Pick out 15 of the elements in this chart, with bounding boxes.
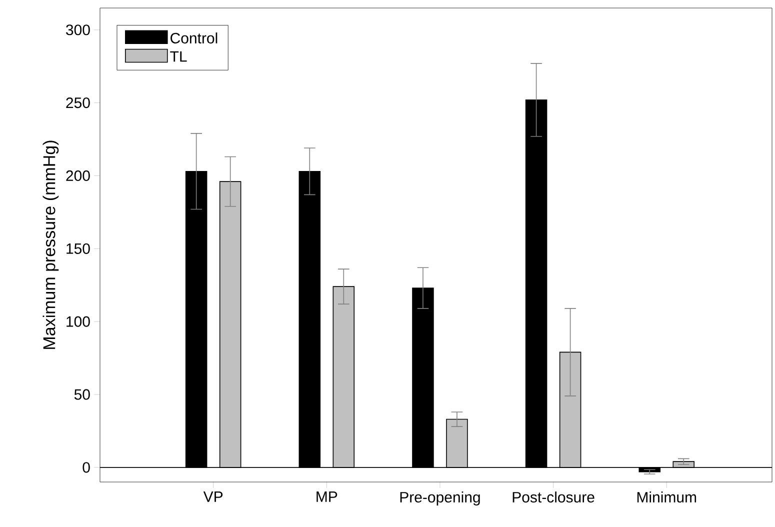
y-tick-label: 200: [66, 170, 90, 182]
x-tick-label: VP: [203, 492, 223, 502]
y-tick-label: 250: [66, 97, 90, 108]
y-axis-title: Maximum pressure (mmHg): [42, 140, 59, 349]
y-tick-label: 0: [82, 462, 90, 473]
legend-label: Control: [170, 32, 218, 44]
x-tick-label: Pre-opening: [400, 492, 480, 506]
y-tick-label: 50: [74, 389, 90, 400]
y-tick-label: 300: [66, 24, 90, 36]
x-tick-label: MP: [316, 492, 338, 502]
y-tick-label: 100: [66, 316, 90, 327]
legend-label: TL: [170, 51, 187, 62]
y-tick-label: 150: [66, 243, 90, 254]
x-tick-label: Post-closure: [512, 492, 594, 503]
x-tick-label: Minimum: [637, 492, 696, 503]
